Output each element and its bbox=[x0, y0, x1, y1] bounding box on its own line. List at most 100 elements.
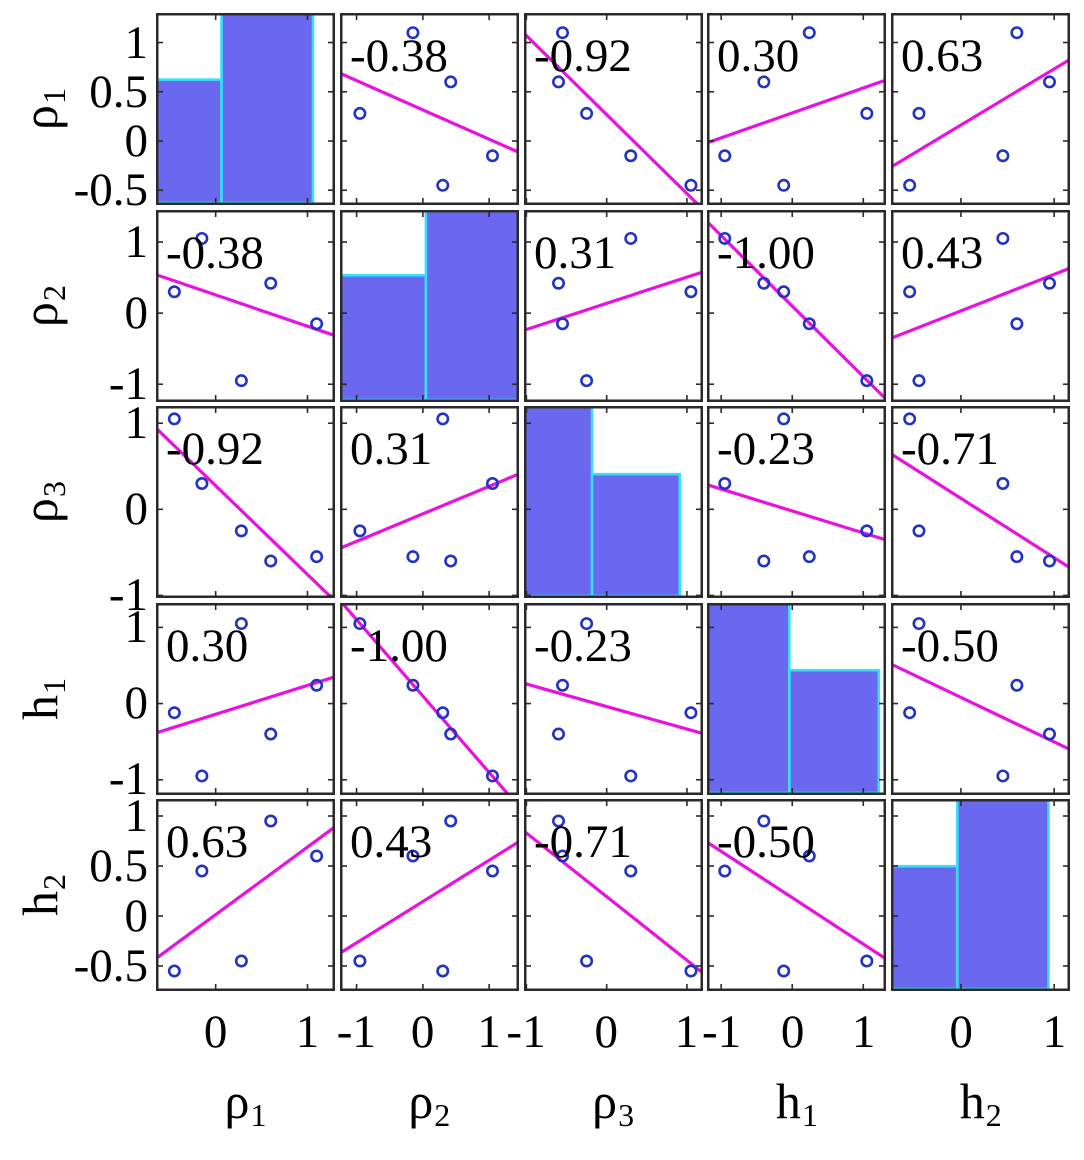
scatter-cell-h_2-vs-rho_2: 0.43 bbox=[339, 799, 519, 991]
scatter-cell-h_2-vs-rho_1: 0.63 bbox=[156, 799, 335, 991]
scatter-cell-h_2-vs-h_1: -0.50 bbox=[707, 799, 887, 991]
scatter-cell-rho_3-vs-h_2: -0.71 bbox=[891, 406, 1071, 598]
correlation-value-label: -0.71 bbox=[534, 816, 632, 868]
data-point bbox=[777, 964, 791, 978]
scatter-cell-rho_1-vs-h_2: 0.63 bbox=[891, 13, 1071, 205]
data-point bbox=[353, 616, 367, 630]
histogram-cell-h_1 bbox=[707, 602, 887, 795]
fit-line bbox=[523, 829, 703, 975]
scatter-plot: 0.43 bbox=[891, 209, 1071, 402]
histogram-bar bbox=[788, 668, 881, 794]
data-point bbox=[1010, 26, 1024, 40]
data-point bbox=[684, 178, 698, 192]
data-point bbox=[579, 616, 593, 630]
histogram-plot bbox=[156, 13, 335, 205]
data-point bbox=[234, 524, 248, 538]
data-point bbox=[444, 554, 458, 568]
data-point bbox=[903, 178, 917, 192]
data-point bbox=[718, 231, 732, 245]
axes-border bbox=[891, 209, 1071, 402]
fit-line bbox=[707, 219, 887, 400]
correlation-value-label: 0.43 bbox=[350, 816, 432, 868]
correlation-value-label: -0.50 bbox=[901, 620, 999, 672]
correlation-value-label: -0.38 bbox=[166, 227, 264, 279]
data-point bbox=[996, 768, 1010, 782]
data-point bbox=[996, 231, 1010, 245]
data-point bbox=[310, 849, 324, 863]
axes-border bbox=[523, 209, 703, 402]
scatter-plot: 0.63 bbox=[891, 13, 1071, 205]
data-point bbox=[310, 550, 324, 564]
histogram-bar bbox=[523, 406, 593, 598]
scatter-cell-h_1-vs-rho_1: 0.30 bbox=[156, 602, 335, 795]
scatter-cell-rho_1-vs-h_1: 0.30 bbox=[707, 13, 887, 205]
y-tick-label: -1 bbox=[108, 357, 148, 410]
x-tick-label: 0 bbox=[594, 1006, 619, 1058]
axes-border bbox=[523, 13, 703, 205]
data-point bbox=[1043, 75, 1057, 89]
histogram-cell-rho_2 bbox=[339, 209, 519, 402]
data-point bbox=[406, 26, 420, 40]
data-point bbox=[436, 705, 450, 719]
axes-border bbox=[156, 406, 335, 598]
scatter-cell-h_1-vs-rho_2: -1.00 bbox=[339, 602, 519, 795]
histogram-plot bbox=[891, 799, 1071, 991]
histogram-bar bbox=[220, 13, 315, 205]
correlation-value-label: -0.23 bbox=[534, 620, 632, 672]
y-tick-label: -1 bbox=[108, 753, 148, 806]
correlation-value-label: -1.00 bbox=[350, 620, 448, 672]
axes-border bbox=[523, 406, 703, 598]
data-point bbox=[485, 864, 499, 878]
x-tick-label: 1 bbox=[1042, 1006, 1067, 1058]
fit-line bbox=[707, 483, 887, 542]
y-tick-label: 0 bbox=[124, 890, 149, 942]
axes-border bbox=[891, 602, 1071, 795]
data-point bbox=[551, 75, 565, 89]
data-point bbox=[551, 727, 565, 741]
data-point bbox=[406, 550, 420, 564]
fit-line bbox=[339, 472, 519, 550]
axes-border bbox=[707, 209, 887, 402]
axes-border bbox=[156, 799, 335, 991]
data-point bbox=[912, 373, 926, 387]
correlation-value-label: -1.00 bbox=[717, 227, 815, 279]
data-point bbox=[996, 476, 1010, 490]
scatter-cell-h_2-vs-rho_3: -0.71 bbox=[523, 799, 703, 991]
data-point bbox=[485, 149, 499, 163]
y-tick-label: 0 bbox=[124, 677, 149, 730]
data-point bbox=[353, 524, 367, 538]
y-tick-label: 1 bbox=[124, 397, 149, 450]
axes-border bbox=[339, 406, 519, 598]
data-point bbox=[1010, 550, 1024, 564]
data-point bbox=[555, 678, 569, 692]
axes-border bbox=[707, 799, 887, 991]
scatter-plot: -1.00 bbox=[339, 602, 519, 795]
axes-border bbox=[891, 406, 1071, 598]
data-point bbox=[310, 316, 324, 330]
data-point bbox=[485, 768, 499, 782]
data-point bbox=[551, 276, 565, 290]
data-point bbox=[623, 231, 637, 245]
data-point bbox=[264, 727, 278, 741]
axes-border bbox=[523, 602, 703, 795]
data-point bbox=[353, 106, 367, 120]
data-point bbox=[860, 106, 874, 120]
data-point bbox=[234, 616, 248, 630]
axes-border bbox=[156, 602, 335, 795]
fit-line bbox=[523, 269, 703, 332]
scatter-plot: 0.63 bbox=[156, 799, 335, 991]
fit-line bbox=[891, 58, 1071, 169]
data-point bbox=[684, 284, 698, 298]
data-point bbox=[777, 178, 791, 192]
data-point bbox=[579, 373, 593, 387]
data-point bbox=[1043, 276, 1057, 290]
data-point bbox=[551, 814, 565, 828]
x-tick-label: 0 bbox=[203, 1006, 228, 1058]
data-point bbox=[996, 149, 1010, 163]
data-point bbox=[234, 373, 248, 387]
data-point bbox=[353, 954, 367, 968]
data-point bbox=[436, 964, 450, 978]
data-point bbox=[803, 849, 817, 863]
fit-line bbox=[156, 825, 335, 960]
data-point bbox=[444, 727, 458, 741]
